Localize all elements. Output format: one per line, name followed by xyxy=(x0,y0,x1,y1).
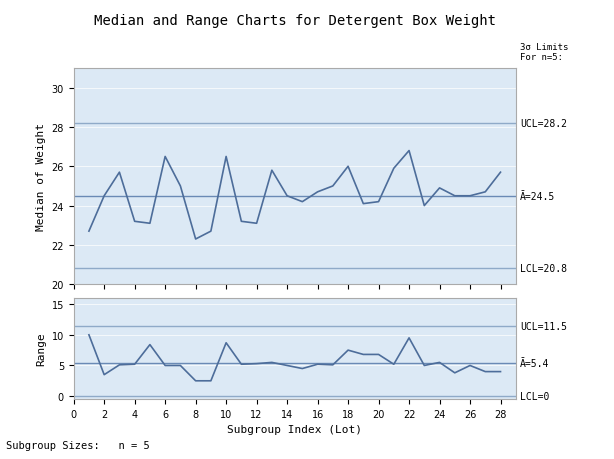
Text: Median and Range Charts for Detergent Box Weight: Median and Range Charts for Detergent Bo… xyxy=(94,14,495,28)
Y-axis label: Range: Range xyxy=(36,332,46,366)
Text: Ā=24.5: Ā=24.5 xyxy=(520,191,556,202)
Text: UCL=28.2: UCL=28.2 xyxy=(520,119,567,129)
X-axis label: Subgroup Index (Lot): Subgroup Index (Lot) xyxy=(227,425,362,435)
Text: Ā=5.4: Ā=5.4 xyxy=(520,358,550,368)
Text: UCL=11.5: UCL=11.5 xyxy=(520,321,567,331)
Text: Subgroup Sizes:   n = 5: Subgroup Sizes: n = 5 xyxy=(6,440,150,450)
Text: 3σ Limits
For n=5:: 3σ Limits For n=5: xyxy=(520,43,569,62)
Y-axis label: Median of Weight: Median of Weight xyxy=(36,123,46,230)
Text: LCL=0: LCL=0 xyxy=(520,391,550,401)
Text: LCL=20.8: LCL=20.8 xyxy=(520,264,567,274)
